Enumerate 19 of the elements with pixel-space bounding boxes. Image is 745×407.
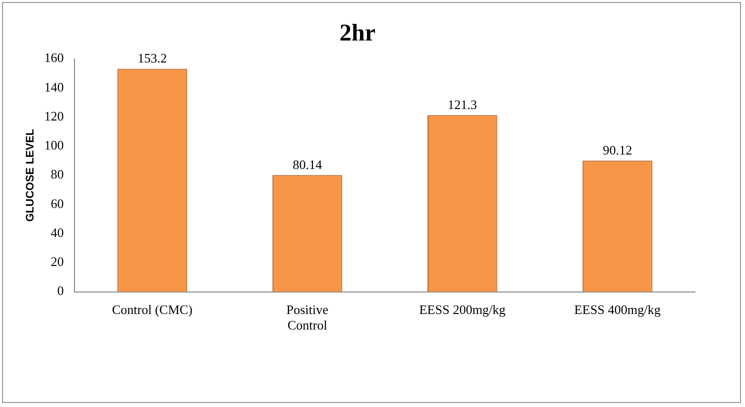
x-tick-label: Control (CMC) <box>112 302 193 318</box>
data-label: 153.2 <box>138 50 167 66</box>
y-tick-label: 140 <box>44 79 64 94</box>
y-tick-label: 160 <box>44 50 64 66</box>
x-tick-label: EESS 200mg/kg <box>419 302 506 318</box>
y-tick-label: 100 <box>44 138 64 153</box>
chart-title: 2hr <box>340 20 376 47</box>
x-tick-label: Positive Control <box>286 302 328 333</box>
y-tick-label: 120 <box>44 108 64 124</box>
x-tick-label: EESS 400mg/kg <box>574 302 662 318</box>
y-tick-label: 0 <box>57 283 64 298</box>
y-tick-label: 40 <box>50 224 64 240</box>
data-label: 90.12 <box>602 142 632 158</box>
data-label: 121.3 <box>448 97 478 112</box>
y-tick-label: 80 <box>50 166 64 182</box>
y-axis-title: GLUCOSE LEVEL <box>24 128 37 222</box>
data-label: 80.14 <box>292 157 322 172</box>
y-tick-label: 60 <box>50 196 64 211</box>
y-tick-label: 20 <box>50 254 64 270</box>
